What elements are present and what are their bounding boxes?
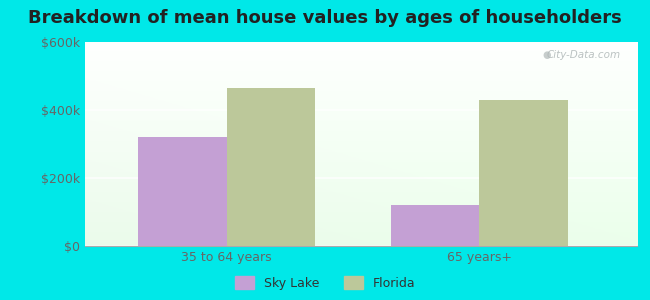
Bar <box>138 137 227 246</box>
Bar <box>479 100 567 246</box>
Text: City-Data.com: City-Data.com <box>546 50 620 60</box>
Bar <box>227 88 315 246</box>
Text: Breakdown of mean house values by ages of householders: Breakdown of mean house values by ages o… <box>28 9 622 27</box>
Bar <box>391 205 479 246</box>
Legend: Sky Lake, Florida: Sky Lake, Florida <box>231 273 419 294</box>
Text: ●: ● <box>543 50 551 60</box>
